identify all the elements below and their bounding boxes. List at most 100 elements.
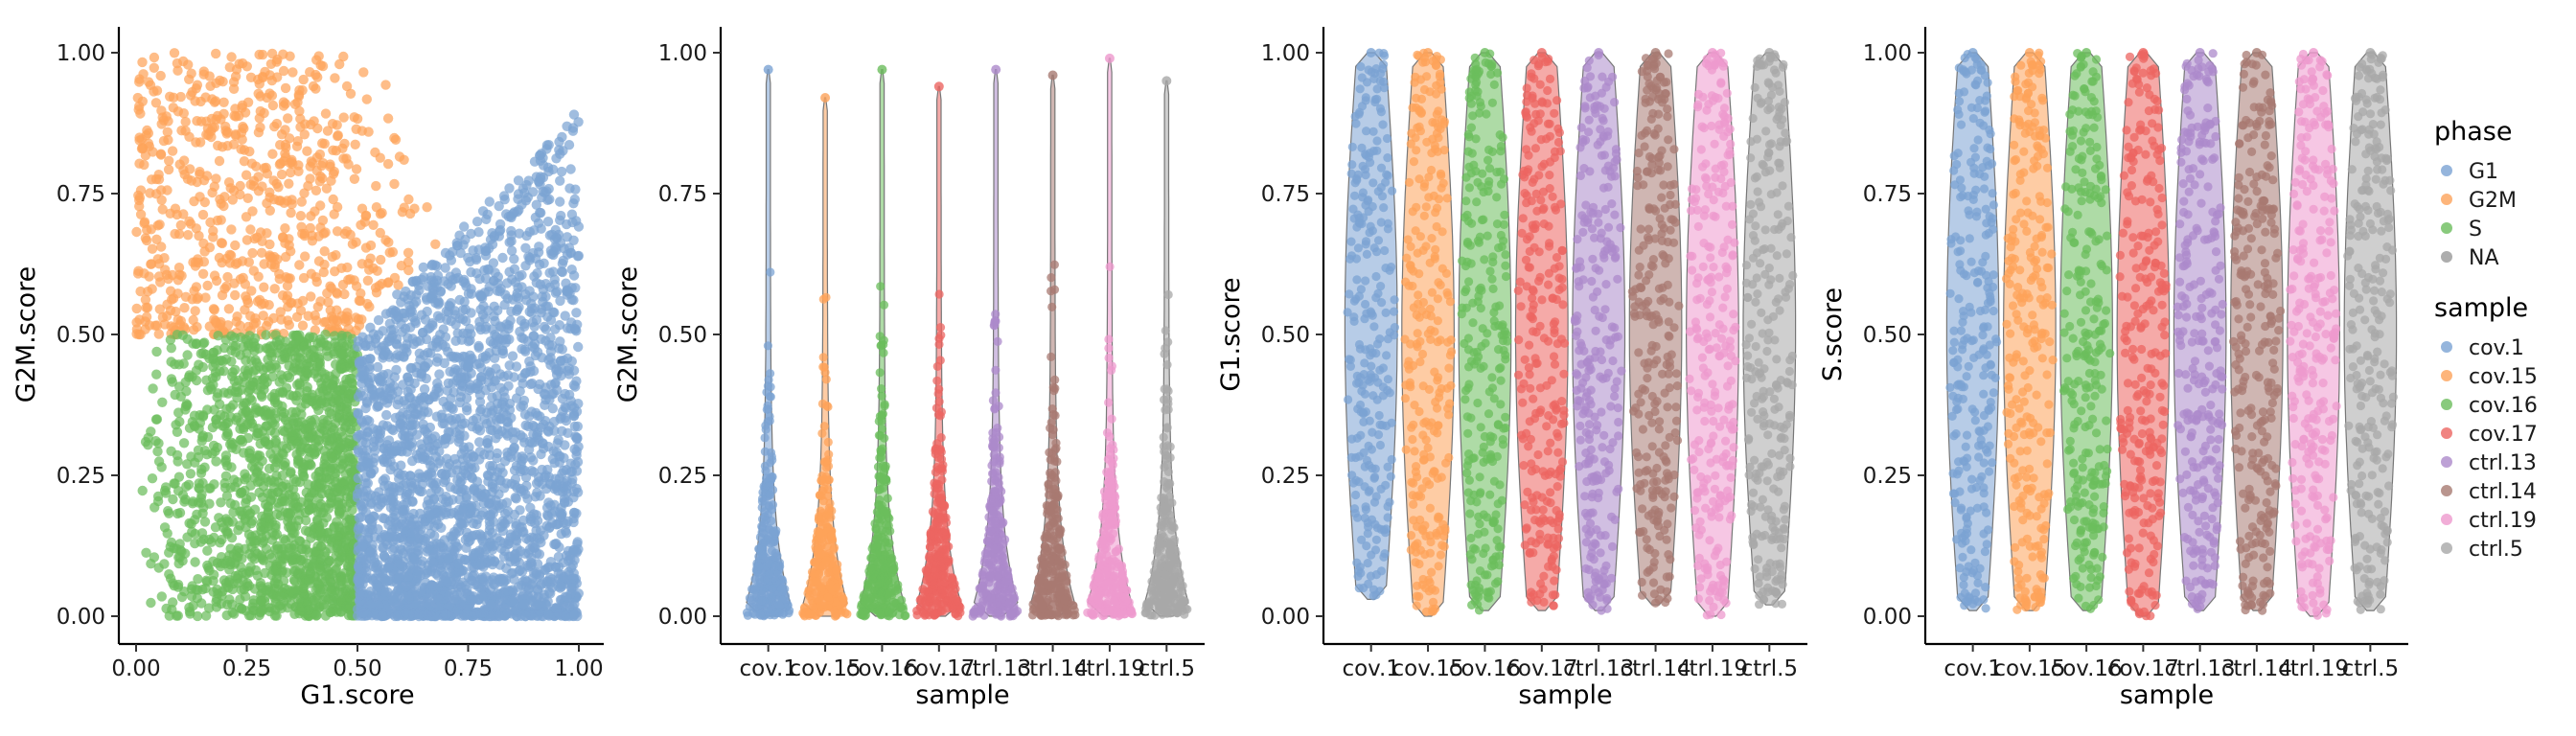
scatter-point <box>191 282 202 292</box>
scatter-point <box>253 271 264 282</box>
scatter-point <box>442 576 452 587</box>
scatter-point <box>220 450 232 461</box>
scatter-point <box>185 469 196 479</box>
scatter-point <box>459 274 470 286</box>
scatter-point <box>146 559 156 569</box>
scatter-point <box>257 554 268 564</box>
scatter-point <box>288 540 300 551</box>
scatter-point <box>314 149 326 160</box>
scatter-point <box>551 538 562 549</box>
scatter-point <box>512 288 522 299</box>
scatter-point <box>407 455 418 467</box>
scatter-point <box>448 378 458 388</box>
scatter-point <box>315 296 326 307</box>
scatter-point <box>216 497 226 508</box>
scatter-point <box>466 505 476 516</box>
scatter-point <box>344 464 355 474</box>
scatter-point <box>217 590 227 601</box>
scatter-point <box>230 289 241 301</box>
scatter-point <box>231 316 242 327</box>
scatter-point <box>196 348 206 359</box>
scatter-point <box>294 502 305 513</box>
scatter-point <box>200 292 211 303</box>
scatter-point <box>151 414 163 425</box>
scatter-point <box>416 274 427 285</box>
scatter-point <box>227 517 238 527</box>
scatter-point <box>525 452 537 463</box>
scatter-point <box>187 294 197 305</box>
scatter-point <box>328 374 338 385</box>
scatter-point <box>372 265 382 276</box>
scatter-point <box>271 57 282 67</box>
scatter-point <box>327 119 338 129</box>
scatter-point <box>269 284 280 294</box>
scatter-point <box>382 113 394 124</box>
scatter-point <box>287 297 297 309</box>
scatter-point <box>314 361 325 372</box>
scatter-point <box>181 386 192 397</box>
scatter-point <box>178 358 189 369</box>
scatter-point <box>417 328 428 338</box>
scatter-point <box>239 156 250 167</box>
scatter-point <box>180 116 191 127</box>
scatter-point <box>373 600 384 610</box>
scatter-point <box>334 409 345 420</box>
scatter-point <box>217 289 228 301</box>
scatter-point <box>517 199 527 210</box>
scatter-point <box>569 194 580 205</box>
scatter-point <box>333 130 343 141</box>
scatter-point <box>476 403 487 415</box>
scatter-point <box>515 466 526 477</box>
scatter-point <box>228 185 240 196</box>
scatter-point <box>293 166 304 176</box>
scatter-point <box>145 80 156 91</box>
scatter-point <box>353 472 363 484</box>
scatter-point <box>556 210 566 221</box>
x-tick-label: 0.50 <box>333 656 381 681</box>
scatter-point <box>201 576 213 587</box>
scatter-point <box>264 341 276 352</box>
scatter-point <box>153 271 165 282</box>
scatter-point <box>536 448 546 460</box>
scatter-point <box>487 392 497 402</box>
scatter-point <box>311 434 323 445</box>
scatter-point <box>454 230 465 241</box>
scatter-point <box>375 432 385 444</box>
scatter-point <box>525 610 536 621</box>
scatter-point <box>518 395 530 406</box>
scatter-point <box>221 430 232 442</box>
scatter-point <box>168 293 179 304</box>
scatter-point <box>246 541 257 553</box>
scatter-point <box>377 610 388 621</box>
scatter-point <box>157 112 168 123</box>
scatter-point <box>329 522 339 533</box>
scatter-point <box>280 82 291 94</box>
scatter-point <box>360 402 371 414</box>
scatter-point <box>326 175 336 186</box>
scatter-point <box>407 276 418 288</box>
scatter-point <box>473 227 484 238</box>
scatter-point <box>389 461 400 472</box>
scatter-point <box>306 156 316 167</box>
scatter-point <box>356 356 367 366</box>
scatter-point <box>283 273 294 284</box>
scatter-point <box>225 498 236 509</box>
scatter-point <box>432 310 444 321</box>
scatter-point <box>475 362 487 373</box>
scatter-point <box>492 448 502 459</box>
scatter-point <box>562 121 572 131</box>
scatter-point <box>401 608 411 618</box>
scatter-point <box>371 180 381 192</box>
scatter-point <box>393 395 404 405</box>
scatter-point <box>143 138 154 149</box>
scatter-point <box>164 155 174 166</box>
scatter-point <box>382 158 394 170</box>
scatter-point <box>131 226 142 238</box>
scatter-point <box>256 299 267 310</box>
scatter-point <box>316 478 327 489</box>
scatter-point <box>316 398 327 409</box>
scatter-point <box>154 219 165 230</box>
scatter-point <box>338 112 349 123</box>
scatter-point <box>349 173 360 184</box>
